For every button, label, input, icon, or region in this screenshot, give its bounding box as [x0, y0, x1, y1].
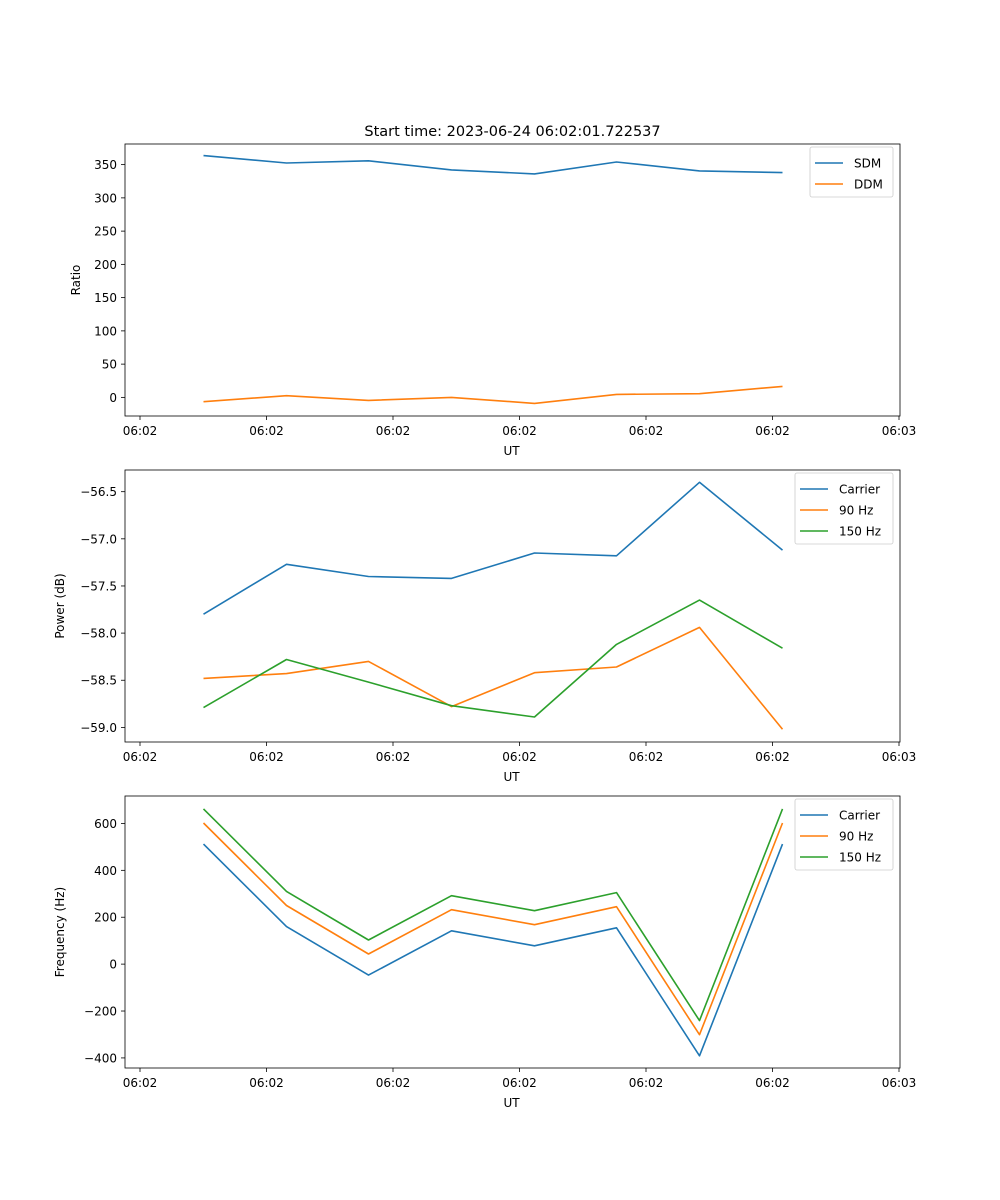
x-axis-label: UT	[503, 770, 520, 784]
y-axis-label: Frequency (Hz)	[53, 887, 67, 978]
chart-panel-1: Start time: 2023-06-24 06:02:01.722537 06…	[69, 124, 916, 458]
chart-panel-3: 06:02 06:02 06:02 06:02 06:02 06:02 06:03 −400 −…	[53, 795, 917, 1110]
x-tick-label: 06:02	[629, 1076, 664, 1090]
x-tick-label: 06:02	[376, 750, 411, 764]
y-axis-label: Ratio	[69, 265, 83, 296]
y-tick-label: 200	[94, 911, 117, 925]
x-axis-label: UT	[503, 444, 520, 458]
axes-frame	[124, 795, 901, 1069]
y-tick-label: −57.0	[80, 532, 117, 546]
x-tick-label: 06:02	[376, 1076, 411, 1090]
series-line-90-hz	[202, 822, 784, 1036]
legend: SDM DDM	[809, 146, 894, 198]
legend-box	[794, 472, 894, 545]
legend-label: Carrier	[839, 483, 880, 497]
y-tick-label: −59.0	[80, 721, 117, 735]
x-tick-label: 06:03	[882, 1076, 917, 1090]
chart-panel-2: 06:02 06:02 06:02 06:02 06:02 06:02 06:03 −59.0…	[53, 469, 917, 784]
x-tick-label: 06:02	[629, 750, 664, 764]
x-axis-label: UT	[503, 1096, 520, 1110]
legend-label: Carrier	[839, 809, 880, 823]
legend-label: 150 Hz	[839, 525, 881, 539]
series-line-ddm	[203, 385, 783, 405]
x-tick-label: 06:02	[123, 750, 158, 764]
y-tick-label: −200	[84, 1005, 117, 1019]
series-line-150-hz	[203, 599, 783, 718]
legend-label: DDM	[854, 178, 883, 192]
x-tick-label: 06:02	[755, 750, 790, 764]
x-tick-label: 06:02	[249, 750, 284, 764]
legend-label: 150 Hz	[839, 851, 881, 865]
y-tick-label: −400	[84, 1051, 117, 1065]
axes-frame	[124, 469, 901, 743]
x-tick-label: 06:02	[502, 750, 537, 764]
y-tick-label: −58.5	[80, 674, 117, 688]
x-tick-label: 06:02	[123, 424, 158, 438]
series-line-150-hz	[202, 808, 784, 1022]
x-tick-label: 06:02	[249, 424, 284, 438]
chart-title: Start time: 2023-06-24 06:02:01.722537	[364, 124, 660, 140]
legend-label: 90 Hz	[839, 504, 873, 518]
x-tick-label: 06:02	[249, 1076, 284, 1090]
y-tick-label: 600	[94, 817, 117, 831]
legend-box	[794, 798, 894, 871]
y-tick-label: 200	[94, 258, 117, 272]
x-tick-label: 06:02	[755, 1076, 790, 1090]
x-tick-label: 06:02	[502, 1076, 537, 1090]
y-tick-label: 250	[94, 225, 117, 239]
x-tick-label: 06:03	[882, 424, 917, 438]
x-tick-label: 06:02	[376, 424, 411, 438]
series-line-carrier	[202, 843, 784, 1057]
series-line-carrier	[203, 481, 784, 615]
axes-frame	[124, 143, 901, 417]
legend: Carrier 90 Hz 150 Hz	[794, 798, 894, 871]
y-tick-label: −56.5	[80, 485, 117, 499]
y-tick-label: 150	[94, 291, 117, 305]
legend: Carrier 90 Hz 150 Hz	[794, 472, 894, 545]
x-tick-label: 06:02	[123, 1076, 158, 1090]
y-tick-label: 0	[109, 958, 117, 972]
y-tick-label: 350	[94, 158, 117, 172]
x-tick-label: 06:02	[755, 424, 790, 438]
x-tick-label: 06:02	[629, 424, 664, 438]
y-axis-label: Power (dB)	[53, 573, 67, 638]
y-tick-label: 50	[102, 358, 117, 372]
series-line-sdm	[203, 154, 783, 175]
y-tick-label: −58.0	[80, 627, 117, 641]
legend-label: SDM	[854, 157, 881, 171]
y-tick-label: −57.5	[80, 579, 117, 593]
y-tick-label: 0	[109, 391, 117, 405]
series-line-90-hz	[203, 626, 784, 730]
x-tick-label: 06:02	[502, 424, 537, 438]
y-tick-label: 300	[94, 191, 117, 205]
x-tick-label: 06:03	[882, 750, 917, 764]
y-tick-label: 400	[94, 864, 117, 878]
y-tick-label: 100	[94, 324, 117, 338]
legend-label: 90 Hz	[839, 830, 873, 844]
